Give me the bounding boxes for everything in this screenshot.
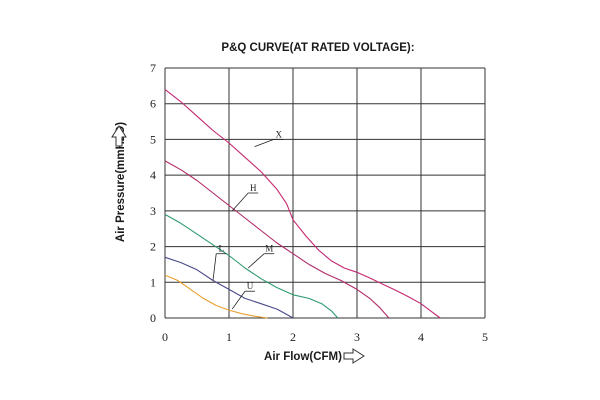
series-label-x: X [276,129,283,139]
series-leader-line [231,290,246,310]
series-annotations: X H M L U [212,129,284,310]
y-tick-label: 0 [150,311,156,325]
y-tick-label: 3 [150,204,156,218]
x-tick-label: 3 [354,330,360,344]
chart-title: P&Q CURVE(AT RATED VOLTAGE): [221,42,414,54]
series-line-x [164,88,441,319]
right-arrow-icon [343,348,365,364]
curves [164,88,441,319]
series-leader-line [212,253,217,281]
series-label-l: L [218,244,224,254]
series-line-m [164,213,339,319]
x-tick-label: 0 [162,330,168,344]
series-line-u [164,274,268,319]
series-label-u: U [247,281,254,291]
x-tick-label: 4 [418,330,424,344]
x-axis-label: Air Flow(CFM) [264,351,342,363]
y-tick-label: 4 [150,168,156,182]
x-tick-label: 5 [482,330,488,344]
series-leader-line [247,253,265,269]
y-tick-label: 1 [150,275,156,289]
series-line-l [164,256,294,319]
series-leader-line [254,139,274,147]
tick-labels: 0 1 2 3 4 5 0 1 2 3 4 5 6 7 [150,61,488,344]
series-leader-line [231,192,249,212]
grid [164,67,486,319]
y-tick-label: 5 [150,132,156,146]
y-axis-label-group: Air Pressure(mmH2O) [115,122,127,242]
x-tick-label: 1 [226,330,232,344]
y-tick-label: 7 [150,61,156,75]
x-tick-label: 2 [290,330,296,344]
y-tick-label: 2 [150,240,156,254]
series-label-m: M [265,244,273,254]
y-axis-label: Air Pressure(mmH2O) [115,122,127,242]
series-line-h [164,160,390,319]
y-tick-label: 6 [150,97,156,111]
series-label-h: H [250,183,257,193]
up-arrow-icon [111,125,127,147]
